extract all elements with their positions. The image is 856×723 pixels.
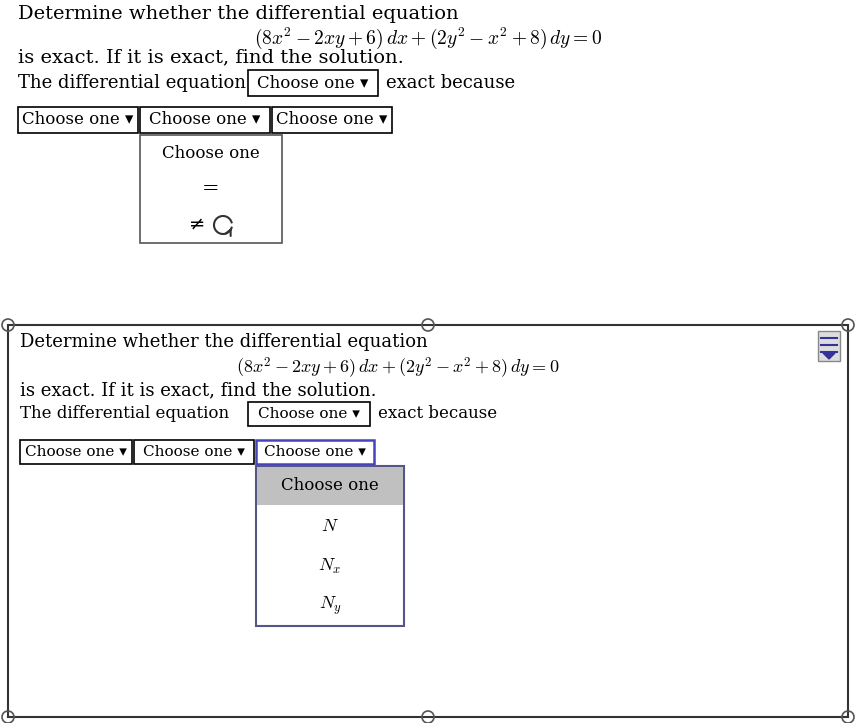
FancyBboxPatch shape <box>248 70 378 96</box>
Text: Choose one: Choose one <box>162 145 260 161</box>
FancyBboxPatch shape <box>257 467 403 505</box>
FancyBboxPatch shape <box>134 440 254 464</box>
Text: ≠: ≠ <box>189 216 205 234</box>
Text: $(8x^2 - 2xy + 6)\,dx + (2y^2 - x^2 + 8)\,dy = 0$: $(8x^2 - 2xy + 6)\,dx + (2y^2 - x^2 + 8)… <box>254 26 602 51</box>
Text: $N_x$: $N_x$ <box>318 557 342 576</box>
Text: Determine whether the differential equation: Determine whether the differential equat… <box>20 333 428 351</box>
Text: Choose one ▾: Choose one ▾ <box>258 74 369 92</box>
Text: Choose one ▾: Choose one ▾ <box>22 111 134 129</box>
Text: Choose one ▾: Choose one ▾ <box>25 445 127 459</box>
Text: is exact. If it is exact, find the solution.: is exact. If it is exact, find the solut… <box>18 48 404 66</box>
FancyBboxPatch shape <box>256 440 374 464</box>
Text: Choose one ▾: Choose one ▾ <box>149 111 261 129</box>
FancyBboxPatch shape <box>256 466 404 626</box>
FancyBboxPatch shape <box>8 325 848 717</box>
Text: $N$: $N$ <box>321 517 339 535</box>
Text: $(8x^2 - 2xy + 6)\,dx + (2y^2 - x^2 + 8)\,dy = 0$: $(8x^2 - 2xy + 6)\,dx + (2y^2 - x^2 + 8)… <box>236 356 560 381</box>
FancyBboxPatch shape <box>140 107 270 133</box>
Text: Choose one ▾: Choose one ▾ <box>143 445 245 459</box>
Text: exact because: exact because <box>378 406 497 422</box>
Text: Choose one ▾: Choose one ▾ <box>264 445 366 459</box>
FancyBboxPatch shape <box>140 135 282 243</box>
Text: The differential equation: The differential equation <box>18 74 246 92</box>
FancyBboxPatch shape <box>20 440 132 464</box>
FancyBboxPatch shape <box>272 107 392 133</box>
Text: Determine whether the differential equation: Determine whether the differential equat… <box>18 5 459 23</box>
Text: =: = <box>202 179 220 199</box>
Text: Choose one ▾: Choose one ▾ <box>258 407 360 421</box>
Text: Choose one: Choose one <box>281 477 379 495</box>
FancyBboxPatch shape <box>18 107 138 133</box>
Polygon shape <box>823 353 835 359</box>
Text: Choose one ▾: Choose one ▾ <box>276 111 388 129</box>
Text: $N_y$: $N_y$ <box>318 595 342 617</box>
Text: exact because: exact because <box>386 74 515 92</box>
FancyBboxPatch shape <box>818 331 840 361</box>
FancyBboxPatch shape <box>248 402 370 426</box>
Text: is exact. If it is exact, find the solution.: is exact. If it is exact, find the solut… <box>20 381 377 399</box>
Text: The differential equation: The differential equation <box>20 406 229 422</box>
